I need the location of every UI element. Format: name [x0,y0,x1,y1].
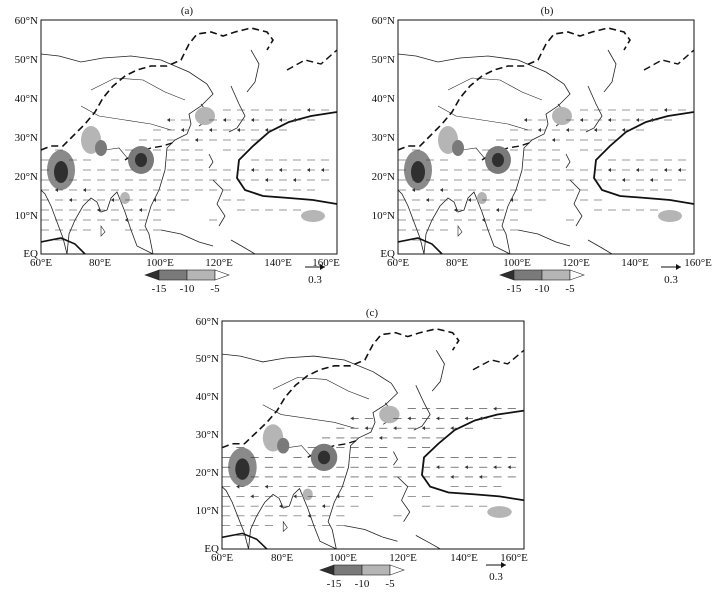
lat-label: 10°N [196,505,219,517]
colorbar-tick: -15 [152,283,167,295]
reference-vector-label: 0.3 [489,571,503,583]
reference-vector: 0.3 [305,264,325,286]
lat-axis: 60°N 50°N 40°N 30°N 20°N 10°N EQ [196,316,219,555]
lat-label: 60°N [372,15,395,27]
lat-axis: 60°N 50°N 40°N 30°N 20°N 10°N EQ [372,15,395,260]
lon-axis: 60°E 80°E 100°E 120°E 140°E 160°E [387,257,712,269]
lat-label: 50°N [196,353,219,365]
lat-label: 40°N [196,391,219,403]
panel-c: (c) 60°N 50°N 40°N 30°N 20°N 10°N EQ 60°… [196,307,528,590]
lon-label: 120°E [562,257,590,269]
map-frame [397,19,695,255]
colorbar-tick: -5 [210,283,220,295]
colorbar-tick: -10 [355,578,370,590]
lat-label: EQ [380,248,395,260]
lon-label: 140°E [264,257,292,269]
lon-label: 120°E [205,257,233,269]
reference-vector: 0.3 [486,562,506,583]
lat-label: EQ [204,543,219,555]
panel-a: (a) 60°N 50°N 40°N 30°N 20°N 10°N EQ 60°… [15,5,340,295]
map-a [41,27,337,254]
lon-label: 160°E [684,257,712,269]
lat-label: 20°N [196,467,219,479]
lat-label: 30°N [372,132,395,144]
lon-axis: 60°E 80°E 100°E 120°E 140°E 160°E [30,257,340,269]
lon-axis: 60°E 80°E 100°E 120°E 140°E 160°E [211,552,528,564]
map-c [222,327,524,549]
lat-label: 30°N [15,132,38,144]
lon-label: 80°E [271,552,293,564]
panel-b: (b) 60°N 50°N 40°N 30°N 20°N 10°N EQ 60°… [372,5,712,295]
reference-vector-label: 0.3 [664,274,678,286]
colorbar: -15 -10 -5 [499,269,585,295]
lat-label: 30°N [196,429,219,441]
lat-label: 10°N [372,210,395,222]
lat-label: 40°N [372,93,395,105]
reference-arrowhead-icon [501,562,506,568]
lon-label: 60°E [211,552,233,564]
lon-label: 100°E [146,257,174,269]
map-frame [221,320,525,550]
colorbar-tick: -5 [385,578,395,590]
lon-label: 140°E [450,552,478,564]
lon-label: 60°E [30,257,52,269]
colorbar-tick: -15 [507,283,522,295]
colorbar: -15 -10 -5 [319,564,405,590]
lat-axis: 60°N 50°N 40°N 30°N 20°N 10°N EQ [15,15,38,260]
reference-vector-label: 0.3 [308,274,322,286]
colorbar-tick: -5 [565,283,575,295]
lat-label: 60°N [15,15,38,27]
colorbar: -15 -10 -5 [144,269,230,295]
lon-label: 80°E [446,257,468,269]
lat-label: 20°N [15,171,38,183]
lon-label: 160°E [312,257,340,269]
lon-label: 160°E [500,552,528,564]
lat-label: 40°N [15,93,38,105]
lon-label: 140°E [621,257,649,269]
lon-label: 100°E [329,552,357,564]
reference-arrowhead-icon [676,264,681,270]
lon-label: 60°E [387,257,409,269]
colorbar-tick: -15 [327,578,342,590]
lon-label: 100°E [503,257,531,269]
lon-label: 80°E [89,257,111,269]
map-frame [40,19,338,255]
map-b [398,27,694,254]
colorbar-tick: -10 [535,283,550,295]
lat-label: 10°N [15,210,38,222]
reference-vector: 0.3 [661,264,681,286]
lat-label: EQ [23,248,38,260]
reference-arrowhead-icon [320,264,325,270]
lat-label: 50°N [372,54,395,66]
lon-label: 120°E [389,552,417,564]
panel-label: (a) [181,5,194,17]
panel-label: (b) [541,5,554,17]
lat-label: 20°N [372,171,395,183]
panel-label: (c) [366,307,379,319]
lat-label: 50°N [15,54,38,66]
lat-label: 60°N [196,316,219,328]
colorbar-tick: -10 [180,283,195,295]
